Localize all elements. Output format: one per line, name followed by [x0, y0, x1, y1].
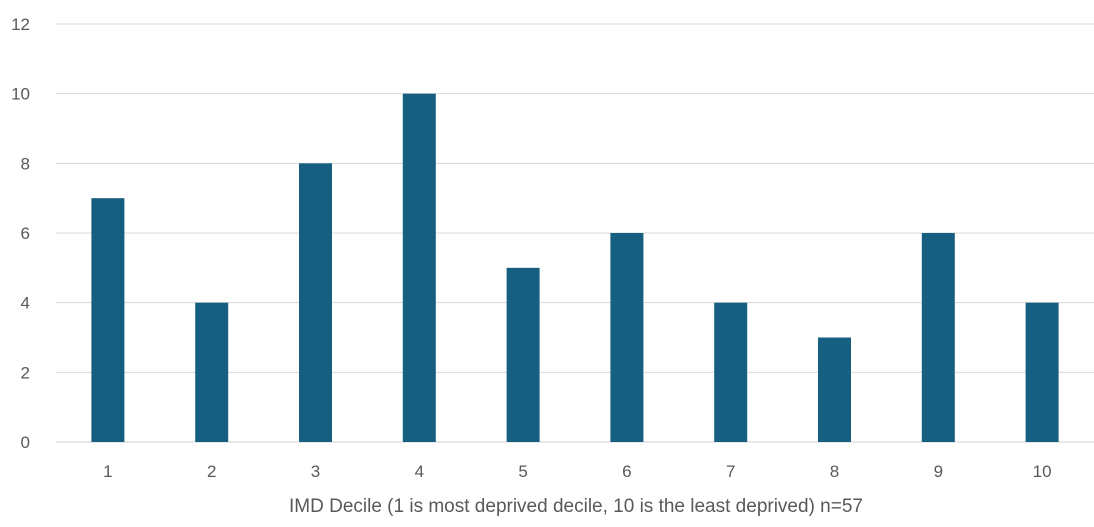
bar-decile-4	[402, 93, 436, 443]
bar-decile-1	[91, 198, 125, 442]
x-tick-label: 3	[311, 462, 320, 481]
y-tick-label: 2	[21, 363, 30, 382]
bar-decile-7	[714, 302, 748, 442]
y-tick-label: 10	[11, 85, 30, 104]
x-tick-label: 10	[1033, 462, 1052, 481]
y-tick-label: 4	[21, 294, 30, 313]
bar-decile-2	[195, 302, 229, 442]
y-tick-label: 8	[21, 154, 30, 173]
bar-decile-10	[1025, 302, 1059, 442]
x-tick-label: 9	[934, 462, 943, 481]
x-tick-label: 4	[415, 462, 424, 481]
y-axis-tick-labels: 0 2 4 6 8 10 12	[11, 15, 30, 452]
bars	[91, 93, 1059, 443]
bar-decile-3	[299, 163, 332, 443]
bar-decile-5	[506, 267, 540, 442]
x-axis-tick-labels: 1 2 3 4 5 6 7 8 9 10	[103, 462, 1051, 481]
y-tick-label: 0	[21, 433, 30, 452]
y-tick-label: 12	[11, 15, 30, 34]
x-axis-title: IMD Decile (1 is most deprived decile, 1…	[289, 496, 863, 517]
x-tick-label: 8	[830, 462, 839, 481]
gridlines	[56, 23, 1094, 443]
y-tick-label: 6	[21, 224, 30, 243]
bar-decile-6	[610, 233, 644, 442]
bar-decile-8	[818, 337, 851, 442]
bar-decile-9	[921, 233, 955, 442]
x-tick-label: 2	[207, 462, 216, 481]
x-tick-label: 5	[518, 462, 527, 481]
x-tick-label: 6	[622, 462, 631, 481]
x-tick-label: 1	[103, 462, 112, 481]
x-tick-label: 7	[726, 462, 735, 481]
